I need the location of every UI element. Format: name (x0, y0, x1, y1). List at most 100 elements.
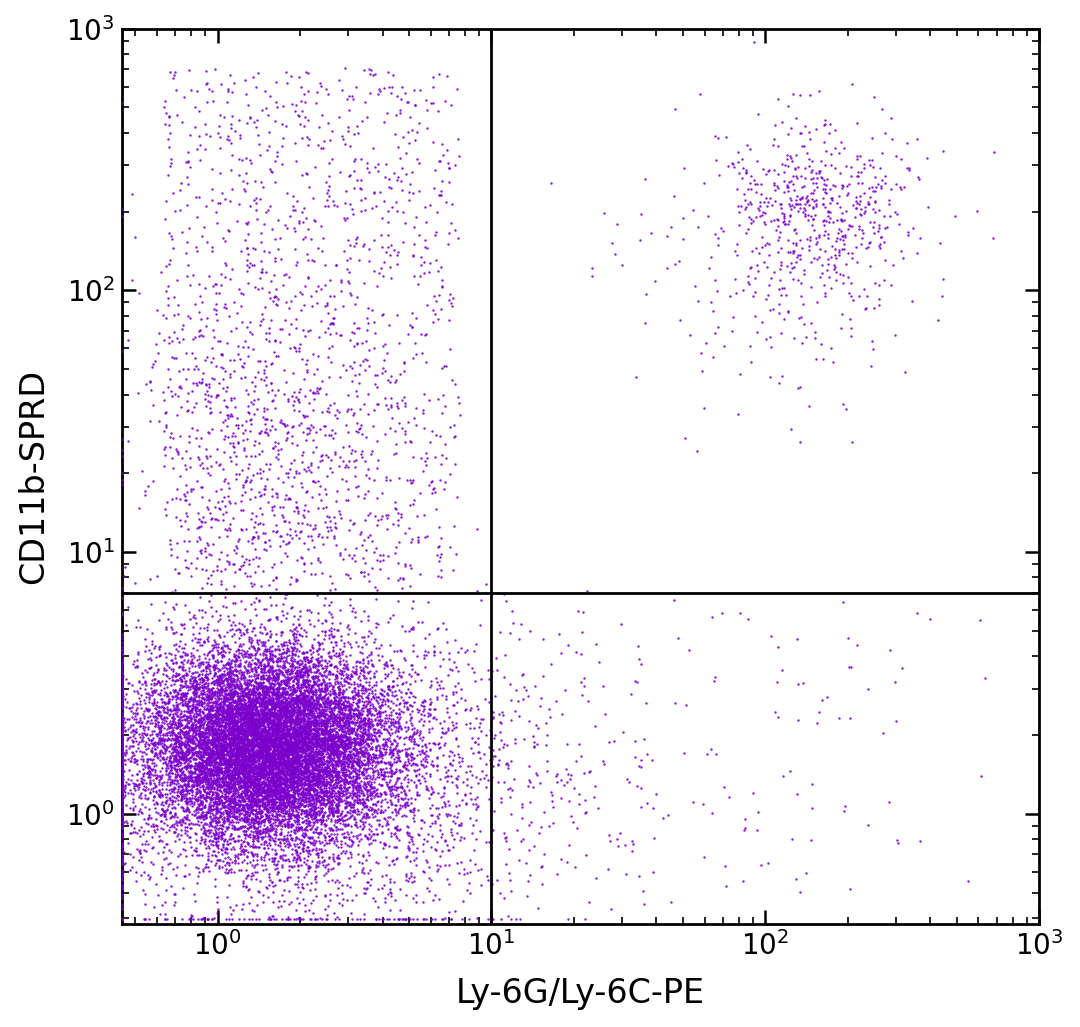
Point (231, 772, 248, 789)
Point (404, 620, 421, 637)
Point (253, 675, 270, 691)
Point (191, 637, 208, 653)
Point (292, 707, 309, 723)
Point (881, 207, 899, 224)
Point (301, 765, 319, 782)
Point (248, 764, 266, 781)
Point (329, 718, 347, 734)
Point (284, 727, 301, 744)
Point (362, 67, 379, 83)
Point (347, 792, 364, 808)
Point (748, 177, 766, 193)
Point (298, 723, 315, 739)
Point (212, 680, 229, 696)
Point (229, 761, 246, 777)
Point (288, 697, 306, 714)
Point (219, 746, 237, 762)
Point (227, 701, 244, 718)
Point (376, 721, 393, 737)
Point (259, 759, 276, 775)
Point (271, 662, 288, 679)
Point (253, 306, 270, 322)
Point (280, 788, 297, 804)
Point (322, 736, 339, 753)
Point (212, 752, 229, 768)
Point (484, 709, 501, 725)
Point (226, 732, 243, 749)
Point (113, 821, 131, 837)
Point (212, 629, 229, 645)
Point (116, 776, 133, 793)
Point (287, 464, 305, 481)
Point (432, 562, 449, 578)
Point (157, 849, 174, 866)
Point (113, 604, 131, 620)
Point (225, 686, 242, 702)
Point (273, 726, 291, 743)
Point (179, 484, 197, 500)
Point (241, 255, 258, 271)
Point (307, 743, 324, 759)
Point (281, 755, 298, 771)
Point (310, 635, 327, 651)
Point (320, 755, 337, 771)
Point (394, 910, 411, 926)
Point (366, 749, 383, 765)
Point (327, 648, 345, 664)
Point (210, 707, 227, 723)
Point (166, 701, 184, 718)
Point (224, 804, 241, 821)
Point (258, 792, 275, 808)
Point (239, 779, 256, 796)
Point (235, 774, 253, 791)
Point (352, 702, 369, 719)
Point (264, 747, 281, 763)
Point (406, 131, 423, 148)
Point (243, 733, 260, 750)
Point (328, 766, 346, 783)
Point (333, 711, 350, 727)
Point (208, 713, 226, 729)
Point (180, 802, 198, 819)
Point (426, 644, 443, 660)
Point (339, 794, 356, 810)
Point (318, 715, 335, 731)
Point (160, 109, 177, 125)
Point (310, 757, 327, 773)
Point (305, 657, 322, 674)
Point (283, 699, 300, 716)
Point (173, 686, 190, 702)
Point (264, 750, 281, 766)
Point (198, 647, 215, 663)
Point (287, 791, 305, 807)
Point (247, 730, 265, 747)
Point (301, 707, 319, 723)
Point (190, 765, 207, 782)
Point (220, 748, 238, 764)
Point (193, 729, 211, 746)
Point (314, 723, 332, 739)
Point (287, 724, 305, 740)
Point (204, 746, 221, 762)
Point (204, 712, 221, 728)
Point (218, 638, 235, 654)
Point (341, 711, 359, 727)
Point (361, 836, 378, 852)
Point (401, 684, 418, 700)
Point (316, 783, 334, 799)
Point (160, 297, 177, 313)
Point (235, 730, 253, 747)
Point (151, 732, 168, 749)
Point (734, 873, 752, 889)
Point (326, 767, 343, 784)
Point (292, 336, 309, 352)
Point (363, 730, 380, 747)
Point (258, 726, 275, 743)
Point (529, 720, 546, 736)
Point (184, 730, 201, 747)
Point (300, 680, 318, 696)
Point (303, 727, 321, 744)
Point (292, 638, 309, 654)
Point (197, 774, 214, 791)
Point (257, 325, 274, 341)
